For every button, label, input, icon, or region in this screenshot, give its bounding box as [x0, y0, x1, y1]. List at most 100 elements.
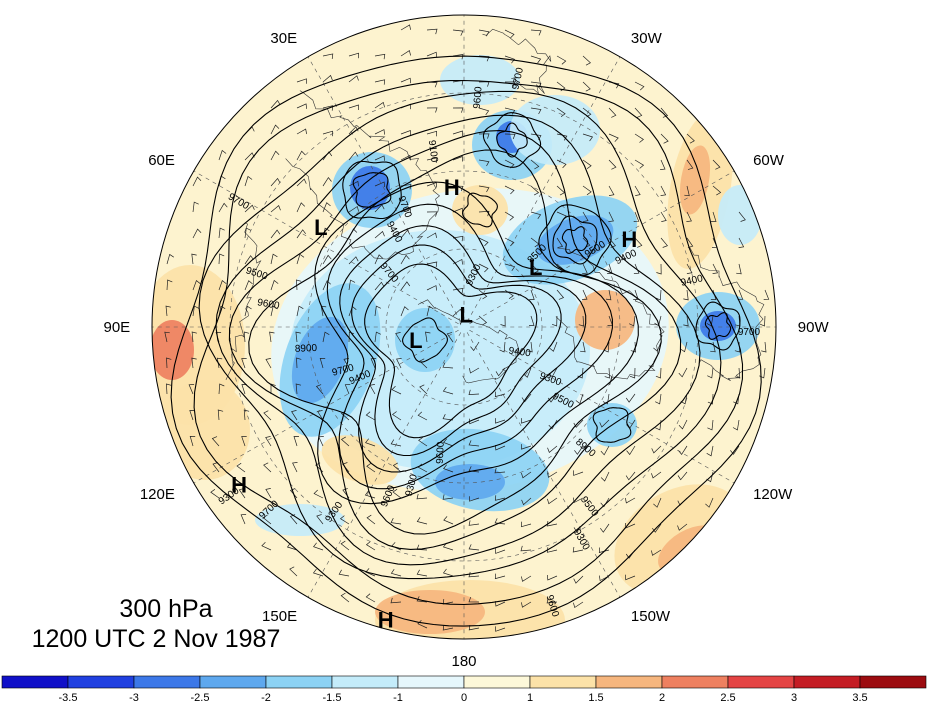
contour-label: 9600: [435, 441, 447, 464]
colorbar-swatch: [67, 675, 135, 689]
wind-barb: [582, 133, 594, 142]
wind-barb: [296, 150, 306, 161]
wind-barb: [400, 207, 411, 214]
wind-barb: [286, 542, 298, 551]
wind-barb: [551, 315, 558, 327]
wind-barb: [677, 523, 688, 531]
wind-barb: [390, 569, 402, 577]
wind-barb: [602, 393, 610, 405]
height-contour: [326, 203, 613, 490]
wind-barb: [395, 332, 402, 343]
meridian-line: [307, 332, 462, 598]
wind-barb: [547, 445, 558, 453]
level-label: 300 hPa: [119, 595, 212, 623]
wind-barb: [289, 566, 298, 577]
wind-barb: [573, 497, 584, 504]
height-contour: [552, 215, 598, 265]
anomaly-shade: [679, 145, 711, 215]
wind-barb: [216, 357, 223, 369]
wind-barb: [521, 393, 532, 403]
wind-barb: [530, 263, 539, 274]
wind-barb: [633, 263, 640, 274]
wind-barb: [530, 107, 542, 115]
wind-barb: [686, 133, 695, 144]
wind-barb: [710, 211, 717, 222]
wind-barb: [582, 211, 589, 222]
wind-barb: [426, 51, 437, 58]
wind-barb: [416, 493, 428, 500]
wind-barb: [521, 601, 532, 608]
wind-barb: [191, 357, 197, 369]
wind-barb: [608, 211, 614, 222]
wind-barb: [763, 289, 770, 300]
coastline: [482, 28, 552, 95]
wind-barb: [390, 597, 402, 604]
wind-barb: [322, 331, 330, 343]
height-contour: [352, 172, 392, 208]
colorbar-swatch: [397, 675, 465, 689]
colorbar-tick-label: 2: [659, 692, 665, 702]
wind-barb: [494, 467, 506, 474]
wind-barb: [263, 410, 272, 421]
map-border: [151, 14, 777, 640]
wind-barb: [521, 418, 532, 424]
wind-barb: [291, 410, 298, 421]
wind-barb: [312, 568, 324, 577]
wind-barb: [680, 393, 688, 405]
wind-barb: [218, 149, 227, 161]
wind-barb: [270, 150, 280, 161]
wind-barb: [521, 471, 532, 479]
wind-barb: [165, 305, 171, 317]
longitude-label: 180: [451, 653, 476, 670]
wind-barb: [340, 540, 350, 551]
wind-barb: [218, 305, 226, 317]
wind-barb: [452, 53, 464, 60]
wind-barb: [270, 205, 281, 213]
colorbar: -3.5 -3 -2.5 -2 -1.5 -1 0 1 1.5 2 2.5 3 3.5: [1, 675, 927, 702]
wind-barb: [236, 462, 246, 473]
anomaly-shade: [160, 380, 250, 480]
wind-barb: [705, 497, 714, 508]
wind-barb: [370, 358, 377, 369]
wind-barb: [261, 541, 272, 551]
wind-barb: [322, 74, 333, 83]
wind-barb: [494, 573, 506, 580]
wind-barb: [530, 29, 542, 36]
wind-barb: [192, 201, 199, 213]
wind-barb: [478, 237, 489, 247]
wind-barb: [295, 331, 301, 343]
wind-barb: [504, 237, 515, 247]
wind-barb: [188, 384, 195, 395]
wind-barb: [322, 53, 334, 59]
wind-barb: [499, 341, 506, 353]
wind-barb: [322, 202, 331, 213]
wind-barb: [547, 497, 558, 505]
anomaly-shade: [321, 435, 399, 485]
colorbar-tick-label: -1: [393, 692, 403, 702]
wind-barb: [366, 514, 376, 525]
wind-barb: [452, 258, 463, 265]
wind-barb: [442, 568, 454, 577]
wind-barb: [452, 235, 464, 242]
wind-barb: [468, 624, 480, 631]
wind-barb: [653, 341, 662, 352]
wind-barb: [244, 204, 255, 213]
wind-barb: [243, 331, 250, 343]
wind-barb: [530, 159, 540, 170]
wind-barb: [655, 393, 662, 405]
wind-barb: [504, 185, 515, 195]
wind-barb: [218, 383, 225, 395]
colorbar-tick-label: -2.5: [191, 692, 210, 702]
time-label: 1200 UTC 2 Nov 1987: [32, 625, 281, 653]
wind-barb: [629, 367, 636, 379]
wind-barb: [322, 151, 333, 161]
wind-barb: [651, 445, 662, 454]
wind-barb: [684, 185, 690, 197]
meridian-line: [307, 56, 462, 322]
anomaly-shade: [452, 185, 508, 235]
wind-barb: [556, 159, 567, 169]
wind-barb: [296, 357, 302, 369]
wind-barb: [478, 263, 489, 273]
wind-barb: [548, 419, 558, 430]
colorbar-tick-label: -1.5: [323, 692, 342, 702]
